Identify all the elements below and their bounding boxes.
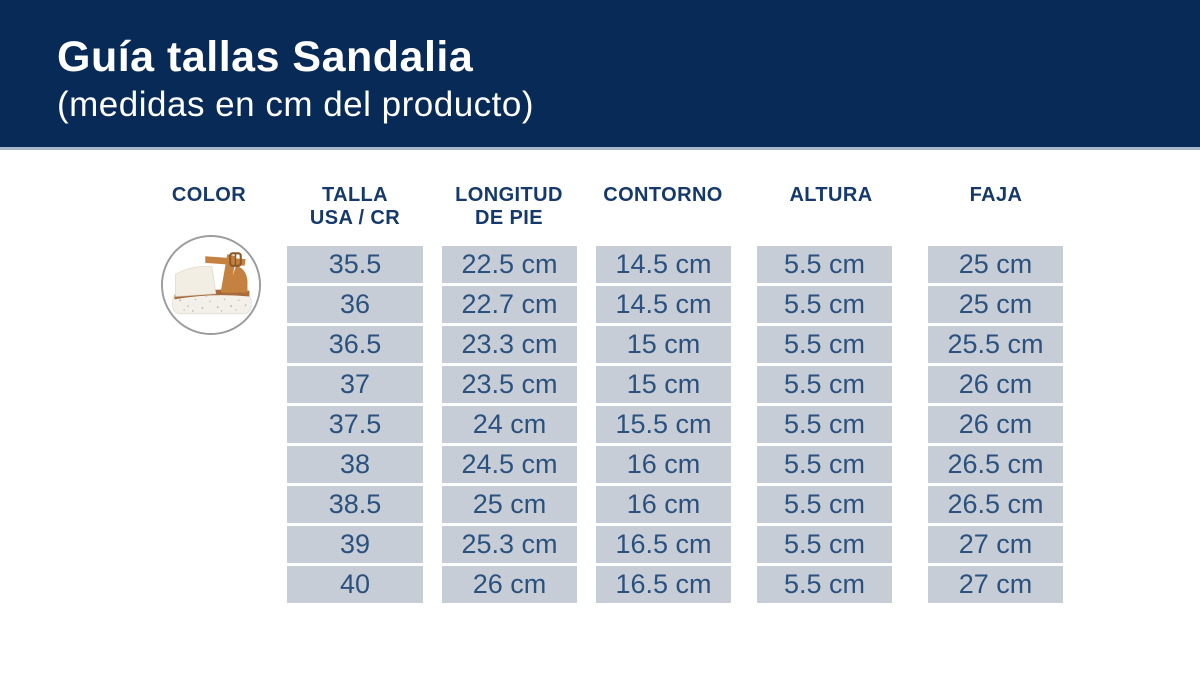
cell-longitud: 24 cm [442,406,577,443]
cell-longitud: 22.5 cm [442,246,577,283]
column-header-line: CONTORNO [603,184,723,206]
cell-altura: 5.5 cm [757,446,892,483]
cell-talla: 36 [287,286,423,323]
table-row: 40 26 cm 16.5 cm 5.5 cm 27 cm [0,566,1200,603]
cell-altura: 5.5 cm [757,566,892,603]
cell-altura: 5.5 cm [757,486,892,523]
cell-faja: 25 cm [928,286,1063,323]
cell-contorno: 14.5 cm [596,286,731,323]
column-header-line: FAJA [969,184,1023,206]
cell-longitud: 23.5 cm [442,366,577,403]
cell-contorno: 16.5 cm [596,526,731,563]
cell-talla: 38.5 [287,486,423,523]
cell-talla: 38 [287,446,423,483]
column-header-line: COLOR [171,184,247,206]
cell-talla: 40 [287,566,423,603]
cell-talla: 35.5 [287,246,423,283]
column-header-faja: FAJA [926,184,1066,207]
cell-contorno: 16.5 cm [596,566,731,603]
column-header-altura: ALTURA [761,184,901,207]
cell-faja: 26.5 cm [928,446,1063,483]
page-subtitle: (medidas en cm del producto) [57,85,534,125]
cell-faja: 25 cm [928,246,1063,283]
column-header-line: DE PIE [475,207,543,229]
cell-faja: 26 cm [928,406,1063,443]
cell-talla: 37 [287,366,423,403]
cell-talla: 36.5 [287,326,423,363]
cell-talla: 39 [287,526,423,563]
table-row: 35.5 22.5 cm 14.5 cm 5.5 cm 25 cm [0,246,1200,283]
cell-altura: 5.5 cm [757,286,892,323]
cell-longitud: 24.5 cm [442,446,577,483]
page-title: Guía tallas Sandalia [57,33,474,81]
cell-faja: 27 cm [928,566,1063,603]
cell-contorno: 15 cm [596,366,731,403]
cell-longitud: 25.3 cm [442,526,577,563]
table-row: 37 23.5 cm 15 cm 5.5 cm 26 cm [0,366,1200,403]
cell-longitud: 22.7 cm [442,286,577,323]
cell-contorno: 15.5 cm [596,406,731,443]
table-row: 36 22.7 cm 14.5 cm 5.5 cm 25 cm [0,286,1200,323]
cell-longitud: 23.3 cm [442,326,577,363]
cell-contorno: 16 cm [596,446,731,483]
cell-faja: 26 cm [928,366,1063,403]
cell-altura: 5.5 cm [757,246,892,283]
sandal-photo-icon [163,237,259,333]
column-header-color: COLOR [139,184,279,207]
cell-altura: 5.5 cm [757,366,892,403]
column-header-longitud: LONGITUD DE PIE [439,184,579,230]
cell-talla: 37.5 [287,406,423,443]
cell-contorno: 15 cm [596,326,731,363]
cell-faja: 27 cm [928,526,1063,563]
column-header-line: USA / CR [309,207,401,229]
cell-faja: 25.5 cm [928,326,1063,363]
cell-altura: 5.5 cm [757,526,892,563]
cell-contorno: 14.5 cm [596,246,731,283]
table-row: 37.5 24 cm 15.5 cm 5.5 cm 26 cm [0,406,1200,443]
column-header-line: ALTURA [789,184,873,206]
column-header-talla: TALLA USA / CR [285,184,425,230]
cell-altura: 5.5 cm [757,406,892,443]
table-row: 38 24.5 cm 16 cm 5.5 cm 26.5 cm [0,446,1200,483]
column-header-contorno: CONTORNO [593,184,733,207]
header-banner: Guía tallas Sandalia (medidas en cm del … [0,0,1200,150]
cell-longitud: 25 cm [442,486,577,523]
product-image-circle [161,235,261,335]
table-row: 38.5 25 cm 16 cm 5.5 cm 26.5 cm [0,486,1200,523]
cell-altura: 5.5 cm [757,326,892,363]
cell-contorno: 16 cm [596,486,731,523]
column-header-line: TALLA [321,184,389,206]
cell-faja: 26.5 cm [928,486,1063,523]
cell-longitud: 26 cm [442,566,577,603]
table-row: 39 25.3 cm 16.5 cm 5.5 cm 27 cm [0,526,1200,563]
table-row: 36.5 23.3 cm 15 cm 5.5 cm 25.5 cm [0,326,1200,363]
table-rows: 35.5 22.5 cm 14.5 cm 5.5 cm 25 cm 36 22.… [0,246,1200,606]
column-header-line: LONGITUD [455,184,563,206]
